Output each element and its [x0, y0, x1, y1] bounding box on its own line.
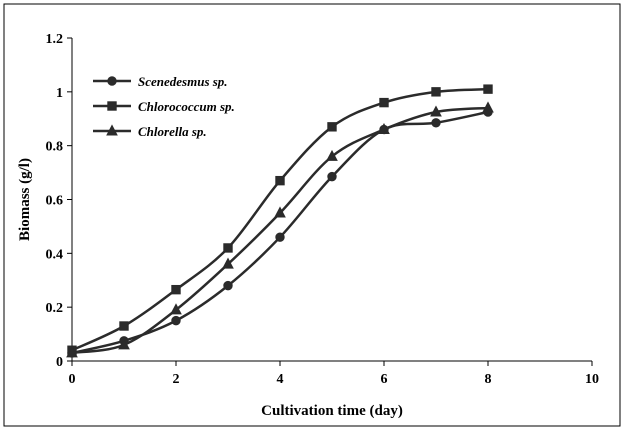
data-point-triangle [170, 303, 182, 315]
y-tick-label: 0.2 [46, 301, 64, 316]
series-layer [66, 84, 494, 358]
data-point-square [379, 97, 389, 108]
data-point-square [223, 243, 233, 253]
y-tick-label: 1 [56, 86, 63, 101]
legend-label: Scenedesmus sp. [138, 74, 228, 89]
series-square [67, 84, 493, 355]
legend-marker-triangle [106, 124, 118, 136]
x-tick-label: 8 [485, 372, 492, 387]
x-tick-label: 0 [69, 372, 76, 387]
data-point-square [483, 84, 493, 94]
data-point-circle [171, 315, 181, 326]
data-point-square [119, 321, 129, 331]
data-point-triangle [222, 257, 234, 269]
y-tick-label: 0.4 [46, 247, 64, 262]
legend-entry: Scenedesmus sp. [93, 74, 228, 89]
data-point-triangle [326, 149, 338, 161]
data-point-square [431, 87, 441, 97]
y-tick-label: 0.6 [46, 194, 64, 209]
x-tick-label: 10 [585, 372, 599, 387]
x-tick-label: 4 [277, 372, 284, 387]
legend-label: Chlorococcum sp. [138, 99, 235, 114]
data-point-triangle [378, 122, 390, 135]
x-tick-label: 2 [173, 372, 180, 387]
data-point-triangle [430, 105, 442, 117]
x-tick-label: 6 [381, 372, 388, 387]
legend-marker-circle [107, 76, 117, 86]
data-point-square [327, 122, 337, 132]
chart-frame [3, 3, 621, 427]
data-point-triangle [66, 346, 78, 358]
series-triangle [66, 101, 494, 358]
y-tick-label: 0.8 [46, 140, 64, 155]
legend-entry: Chlorella sp. [93, 124, 207, 139]
data-point-square [275, 175, 285, 186]
data-point-circle [327, 171, 337, 182]
data-point-triangle [482, 101, 494, 113]
y-tick-label: 1.2 [46, 32, 64, 47]
data-point-triangle [118, 338, 130, 350]
data-point-circle [431, 118, 441, 128]
data-point-triangle [274, 206, 286, 218]
legend-marker-square [107, 101, 117, 111]
data-point-circle [223, 280, 233, 291]
data-point-circle [275, 232, 285, 242]
legend: Scenedesmus sp. Chlorococcum sp. Chlorella… [93, 74, 235, 139]
axes: 0 0.2 0.4 0.6 0.8 1 1.2 0 2 4 6 8 10 [46, 32, 600, 387]
data-point-square [171, 284, 181, 295]
legend-entry: Chlorococcum sp. [93, 99, 235, 114]
y-axis-title: Biomass (g/l) [17, 158, 33, 241]
y-tick-label: 0 [56, 355, 63, 370]
legend-label: Chlorella sp. [138, 124, 207, 139]
x-axis-title: Cultivation time (day) [261, 403, 403, 419]
